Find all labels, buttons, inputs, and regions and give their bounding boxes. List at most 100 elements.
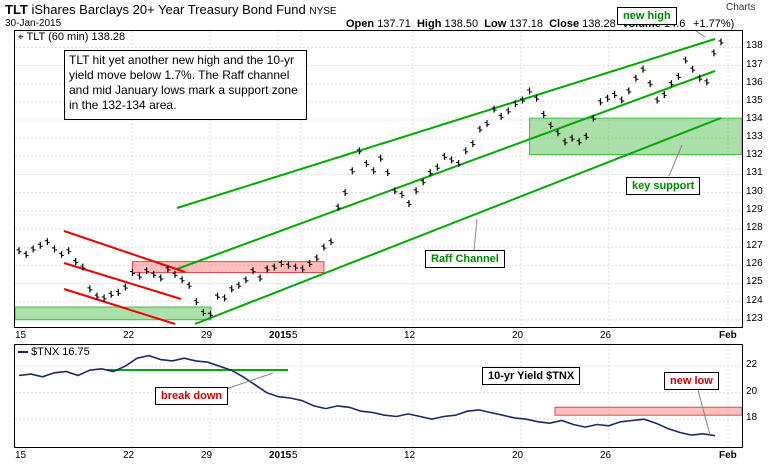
x-tick-label: 22 xyxy=(123,330,135,341)
price-bar xyxy=(314,254,320,262)
price-bar xyxy=(427,169,433,177)
price-bar xyxy=(108,290,114,298)
y-tick-label: 134 xyxy=(746,112,763,124)
yield-legend-text: $TNX 16.75 xyxy=(31,346,90,358)
x-tick-label: 29 xyxy=(201,330,213,341)
price-bar xyxy=(271,263,277,271)
price-bar xyxy=(605,94,611,102)
price-bar xyxy=(200,308,206,316)
y-tick-label: 128 xyxy=(746,221,763,233)
price-bar xyxy=(534,94,540,102)
price-bar xyxy=(16,247,22,255)
new-low-callout: new low xyxy=(664,372,719,390)
y-tick-label: 123 xyxy=(746,312,763,324)
yield-series-line xyxy=(18,354,716,437)
y-tick-label: 136 xyxy=(746,76,763,88)
y-tick-label: 131 xyxy=(746,167,763,179)
price-bar xyxy=(356,147,362,155)
price-bar xyxy=(51,245,57,253)
price-bar xyxy=(80,263,86,271)
x-tick-label: 20 xyxy=(512,450,524,461)
symbol: TLT xyxy=(5,2,28,17)
channel-upper-line xyxy=(176,38,716,209)
x-tick-label: 15 xyxy=(15,330,27,341)
price-bar xyxy=(697,74,703,82)
price-bar xyxy=(555,129,561,137)
price-bar xyxy=(278,259,284,267)
price-bar xyxy=(122,283,128,291)
price-bar xyxy=(548,121,554,129)
high-label: High xyxy=(416,18,442,30)
yield-plot xyxy=(15,345,742,447)
price-bar xyxy=(675,72,681,80)
yield-legend: $TNX 16.75 xyxy=(18,346,90,358)
price-bar xyxy=(498,112,504,120)
x-tick-label: Feb xyxy=(719,330,737,341)
price-bar xyxy=(704,78,710,86)
price-bar xyxy=(385,169,391,177)
price-bar xyxy=(158,274,164,282)
price-bar xyxy=(378,154,384,162)
y-tick-label: 126 xyxy=(746,258,763,270)
price-bar xyxy=(413,187,419,195)
price-legend-text: TLT (60 min) 138.28 xyxy=(26,31,126,43)
price-bar xyxy=(640,65,646,73)
price-bar xyxy=(456,160,462,168)
price-bar xyxy=(307,259,313,267)
x-tick-label: 26 xyxy=(600,330,612,341)
price-bar xyxy=(300,265,306,273)
yield-legend-line xyxy=(18,351,28,354)
price-bar xyxy=(236,281,242,289)
close-value: 138.28 xyxy=(582,18,616,30)
price-bar xyxy=(165,265,171,273)
resistance-zone xyxy=(131,261,325,274)
x-tick-label: 26 xyxy=(600,450,612,461)
break-down-callout: break down xyxy=(155,387,229,405)
y-tick-label: 22 xyxy=(746,359,758,371)
x-tick-label: Feb xyxy=(719,450,737,461)
price-bar xyxy=(129,269,135,277)
price-bar xyxy=(363,160,369,168)
price-bar xyxy=(87,285,93,293)
price-bar xyxy=(519,96,525,104)
x-tick-label: 5 xyxy=(292,330,298,341)
x-tick-label: 15 xyxy=(15,450,27,461)
price-bar xyxy=(30,245,36,253)
price-bar xyxy=(250,267,256,275)
x-tick-label: 29 xyxy=(201,450,213,461)
price-bar xyxy=(66,247,72,255)
y-tick-label: 127 xyxy=(746,240,763,252)
price-bar xyxy=(449,156,455,164)
price-bar xyxy=(647,80,653,88)
price-bar xyxy=(101,294,107,302)
price-bar xyxy=(441,152,447,160)
y-tick-label: 135 xyxy=(746,94,763,106)
price-bar xyxy=(399,190,405,198)
price-bar xyxy=(597,98,603,106)
price-bar xyxy=(484,120,490,128)
header-title: TLT iShares Barclays 20+ Year Treasury B… xyxy=(5,2,337,17)
open-value: 137.71 xyxy=(377,18,411,30)
price-bar xyxy=(115,288,121,296)
y-tick-label: 132 xyxy=(746,149,763,161)
channel-mid-line xyxy=(176,70,716,270)
low-value: 137.18 xyxy=(509,18,543,30)
x-tick-label: 2015 xyxy=(269,330,292,341)
x-tick-label: 12 xyxy=(404,330,416,341)
raff-channel-pointer xyxy=(473,218,478,252)
price-bar xyxy=(215,292,221,300)
price-bar xyxy=(541,111,547,119)
downtrend-lower-line xyxy=(63,288,176,325)
x-tick-label: 22 xyxy=(123,450,135,461)
price-legend: ⌖ TLT (60 min) 138.28 xyxy=(18,31,125,43)
price-bar xyxy=(683,56,689,64)
y-tick-label: 137 xyxy=(746,58,763,70)
price-bar xyxy=(59,250,65,258)
y-tick-label: 130 xyxy=(746,185,763,197)
header-date: 30-Jan-2015 xyxy=(5,18,62,29)
high-value: 138.50 xyxy=(444,18,479,30)
price-bar xyxy=(420,178,426,186)
price-bar xyxy=(718,38,724,46)
y-tick-label: 125 xyxy=(746,276,763,288)
price-bar xyxy=(626,87,632,95)
